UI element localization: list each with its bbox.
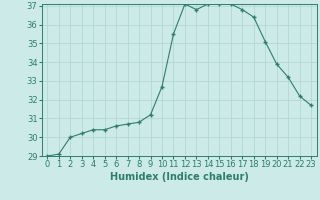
X-axis label: Humidex (Indice chaleur): Humidex (Indice chaleur) bbox=[110, 172, 249, 182]
